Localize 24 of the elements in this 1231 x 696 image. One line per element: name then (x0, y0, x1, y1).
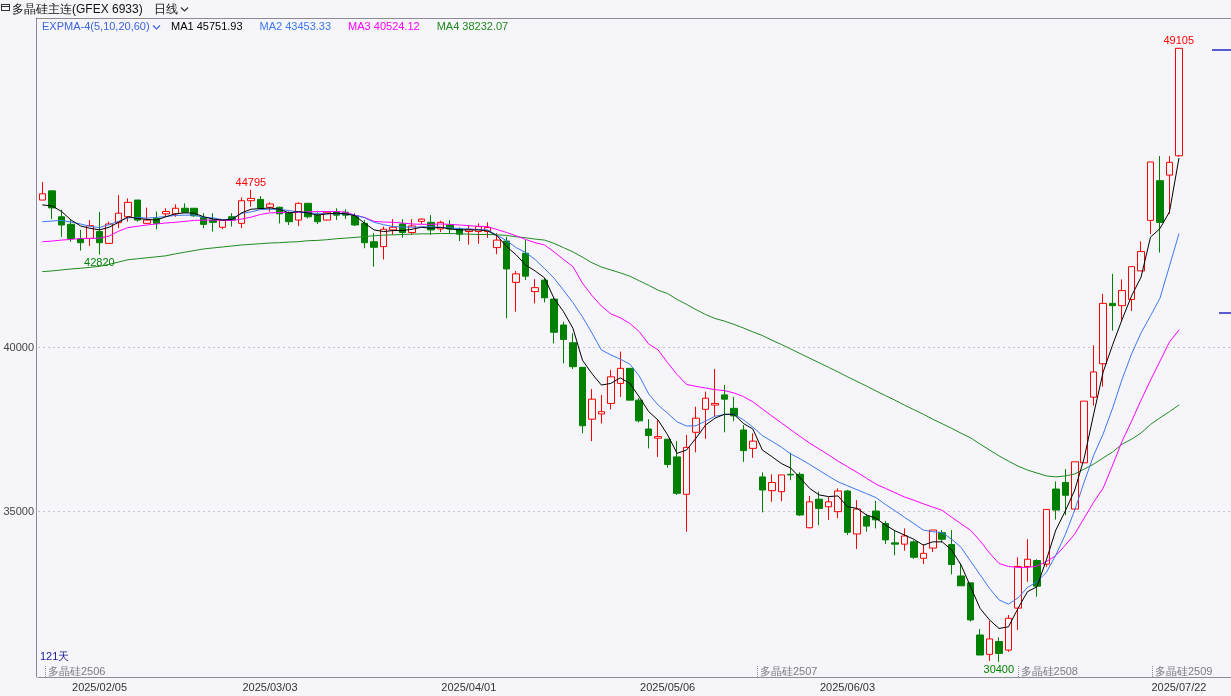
annotation: 多晶硅2506 (45, 665, 106, 677)
annotation: 多晶硅2508 (1017, 665, 1078, 677)
annotation: 121天 (40, 650, 70, 662)
text: MA4 38232.07 (436, 19, 509, 32)
annotation: 49105 (1163, 34, 1195, 47)
x-tick-label: 2025/05/06 (640, 680, 696, 693)
annotation: 42820 (84, 255, 115, 268)
x-tick-label: 2025/02/05 (72, 680, 128, 693)
text: MA2 43453.33 (259, 19, 332, 32)
chart-subtitle: 日线 (154, 2, 178, 16)
x-tick-label: 2025/03/03 (242, 680, 298, 693)
y-tick-label: 40000 (3, 341, 34, 354)
annotation: 30400 (983, 662, 1015, 675)
text: MA1 45751.93 (171, 19, 243, 32)
x-tick-label: 2025/07/22 (1151, 680, 1207, 693)
text: MA3 40524.12 (348, 19, 420, 32)
y-tick-label: 35000 (3, 505, 34, 518)
annotation: 多晶硅2507 (757, 665, 818, 677)
x-tick-label: 2025/04/01 (441, 680, 497, 693)
legend-title: EXPMA-4(5,10,20,60) (42, 20, 150, 33)
chart-title: 多晶硅主连(GFEX 6933) (12, 2, 143, 16)
annotation: 44795 (235, 175, 267, 188)
x-tick-label: 2025/06/03 (820, 680, 876, 693)
annotation: 多晶硅2509 (1152, 665, 1213, 677)
